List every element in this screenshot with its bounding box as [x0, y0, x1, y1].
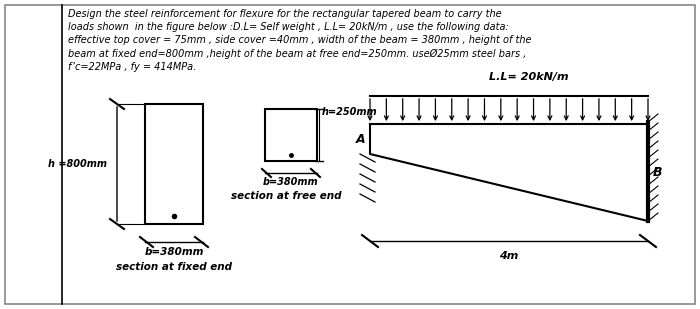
Text: h=250mm: h=250mm: [322, 107, 377, 117]
Text: L.L= 20kN/m: L.L= 20kN/m: [489, 72, 569, 82]
Text: Design the steel reinforcement for flexure for the rectangular tapered beam to c: Design the steel reinforcement for flexu…: [68, 9, 531, 72]
Bar: [145, 104, 203, 224]
Text: B: B: [653, 166, 662, 179]
Text: h =800mm: h =800mm: [48, 159, 107, 169]
Text: 4m: 4m: [499, 251, 519, 261]
Text: section at free end: section at free end: [231, 191, 342, 201]
Bar: [265, 109, 317, 161]
Text: A: A: [356, 133, 365, 146]
Text: b=380mm: b=380mm: [144, 247, 204, 257]
Text: section at fixed end: section at fixed end: [116, 262, 232, 272]
Text: b=380mm: b=380mm: [263, 177, 318, 187]
